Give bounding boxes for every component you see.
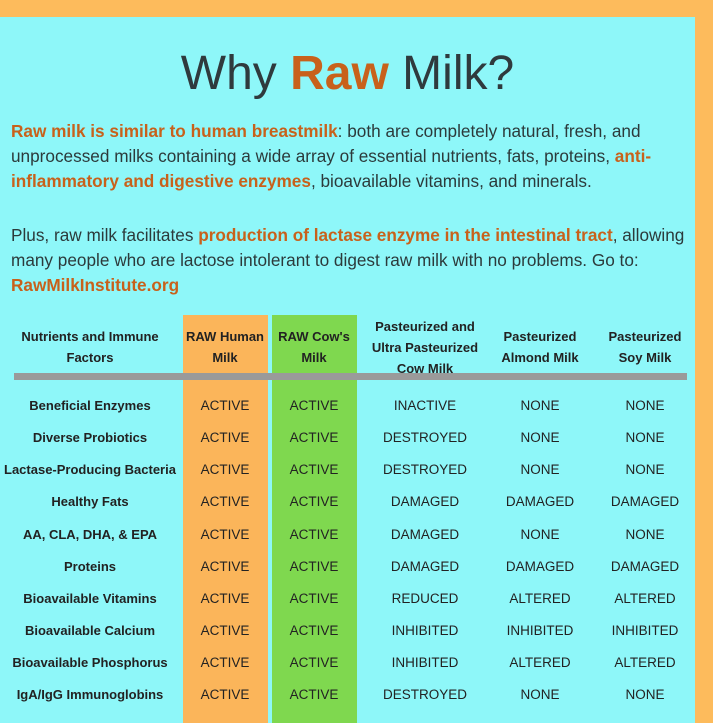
column-header: RAW Cow's Milk xyxy=(278,329,350,365)
table-cell: ACTIVE xyxy=(289,559,339,574)
table-cell: ACTIVE xyxy=(200,655,250,670)
table-cell: NONE xyxy=(520,430,560,445)
header-divider xyxy=(14,373,687,380)
table-cell: NONE xyxy=(625,462,665,477)
table-cell: DAMAGED xyxy=(390,527,460,542)
table-cell: ACTIVE xyxy=(289,527,339,542)
table-cell: NONE xyxy=(520,527,560,542)
highlight-lactase: production of lactase enzyme in the inte… xyxy=(198,225,613,245)
column-header: Pasteurized and Ultra Pasteurized Cow Mi… xyxy=(371,319,479,376)
table-cell: INHIBITED xyxy=(506,623,574,638)
table-cell: DAMAGED xyxy=(390,559,460,574)
paragraph2-text-1: Plus, raw milk facilitates xyxy=(11,225,199,245)
intro-paragraph: Raw milk is similar to human breastmilk:… xyxy=(11,119,691,194)
table-cell: ACTIVE xyxy=(289,655,339,670)
row-label: Healthy Fats xyxy=(51,494,129,509)
column-header: Pasteurized Almond Milk xyxy=(501,329,579,365)
table-cell: NONE xyxy=(625,430,665,445)
table-cell: NONE xyxy=(625,527,665,542)
table-cell: DAMAGED xyxy=(610,494,680,509)
table-cell: ACTIVE xyxy=(289,430,339,445)
row-label: Diverse Probiotics xyxy=(32,430,148,445)
table-cell: ACTIVE xyxy=(289,623,339,638)
table-cell: NONE xyxy=(625,687,665,702)
table-cell: ALTERED xyxy=(509,591,571,606)
row-label: Bioavailable Phosphorus xyxy=(12,655,168,670)
table-cell: NONE xyxy=(520,398,560,413)
table-cell: NONE xyxy=(520,462,560,477)
table-cell: ACTIVE xyxy=(289,591,339,606)
website-link[interactable]: RawMilkInstitute.org xyxy=(11,275,180,295)
table-cell: ACTIVE xyxy=(200,462,250,477)
title-suffix: Milk? xyxy=(388,47,515,100)
table-cell: INHIBITED xyxy=(391,623,459,638)
table-cell: REDUCED xyxy=(391,591,459,606)
table-cell: INHIBITED xyxy=(391,655,459,670)
table-cell: ACTIVE xyxy=(200,591,250,606)
infographic-panel: Why Raw Milk? Raw milk is similar to hum… xyxy=(0,17,695,723)
row-label: AA, CLA, DHA, & EPA xyxy=(22,527,158,542)
row-label: Bioavailable Vitamins xyxy=(23,591,157,606)
column-header: Nutrients and Immune Factors xyxy=(21,329,159,365)
title-prefix: Why xyxy=(180,47,291,100)
row-label: Bioavailable Calcium xyxy=(24,623,156,638)
table-cell: ACTIVE xyxy=(200,559,250,574)
paragraph2-text-2: , allowing many people who are lactose i… xyxy=(11,225,685,270)
table-cell: ACTIVE xyxy=(200,494,250,509)
table-cell: ALTERED xyxy=(614,655,676,670)
table-cell: DESTROYED xyxy=(382,687,467,702)
table-cell: ACTIVE xyxy=(200,430,250,445)
row-label: Beneficial Enzymes xyxy=(29,398,151,413)
raw-human-milk-column xyxy=(183,315,268,723)
column-header: Pasteurized Soy Milk xyxy=(608,329,682,365)
table-cell: ACTIVE xyxy=(200,623,250,638)
table-cell: ACTIVE xyxy=(289,462,339,477)
paragraph1-text-1: : both are completely natural, fresh, an… xyxy=(11,121,641,166)
table-cell: NONE xyxy=(520,687,560,702)
column-header: RAW Human Milk xyxy=(186,329,264,365)
highlight-breastmilk: Raw milk is similar to human breastmilk xyxy=(11,121,338,141)
title-accent: Raw xyxy=(290,47,389,100)
table-cell: DAMAGED xyxy=(505,559,575,574)
paragraph1-text-2: , bioavailable vitamins, and minerals. xyxy=(310,171,592,191)
table-cell: DAMAGED xyxy=(505,494,575,509)
raw-cows-milk-column xyxy=(272,315,357,723)
table-cell: ACTIVE xyxy=(289,398,339,413)
row-label: Proteins xyxy=(63,559,116,574)
table-cell: ACTIVE xyxy=(289,687,339,702)
highlight-enzymes: anti-inflammatory and digestive enzymes xyxy=(11,146,652,191)
row-label: Lactase-Producing Bacteria xyxy=(4,462,176,477)
lactase-paragraph: Plus, raw milk facilitates production of… xyxy=(11,223,691,298)
table-cell: INHIBITED xyxy=(611,623,679,638)
table-cell: ACTIVE xyxy=(289,494,339,509)
table-cell: DAMAGED xyxy=(610,559,680,574)
table-cell: ACTIVE xyxy=(200,398,250,413)
table-cell: ACTIVE xyxy=(200,687,250,702)
table-cell: ACTIVE xyxy=(200,527,250,542)
row-label: IgA/IgG Immunoglobins xyxy=(16,687,164,702)
page-title: Why Raw Milk? xyxy=(0,46,695,101)
table-cell: NONE xyxy=(625,398,665,413)
table-cell: ALTERED xyxy=(509,655,571,670)
table-cell: DESTROYED xyxy=(382,430,467,445)
table-cell: DAMAGED xyxy=(390,494,460,509)
table-cell: DESTROYED xyxy=(382,462,467,477)
table-cell: ALTERED xyxy=(614,591,676,606)
table-cell: INACTIVE xyxy=(393,398,457,413)
